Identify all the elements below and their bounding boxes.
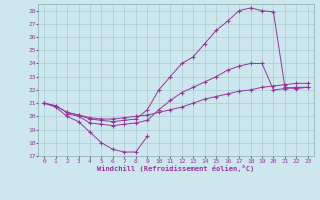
X-axis label: Windchill (Refroidissement éolien,°C): Windchill (Refroidissement éolien,°C) — [97, 165, 255, 172]
